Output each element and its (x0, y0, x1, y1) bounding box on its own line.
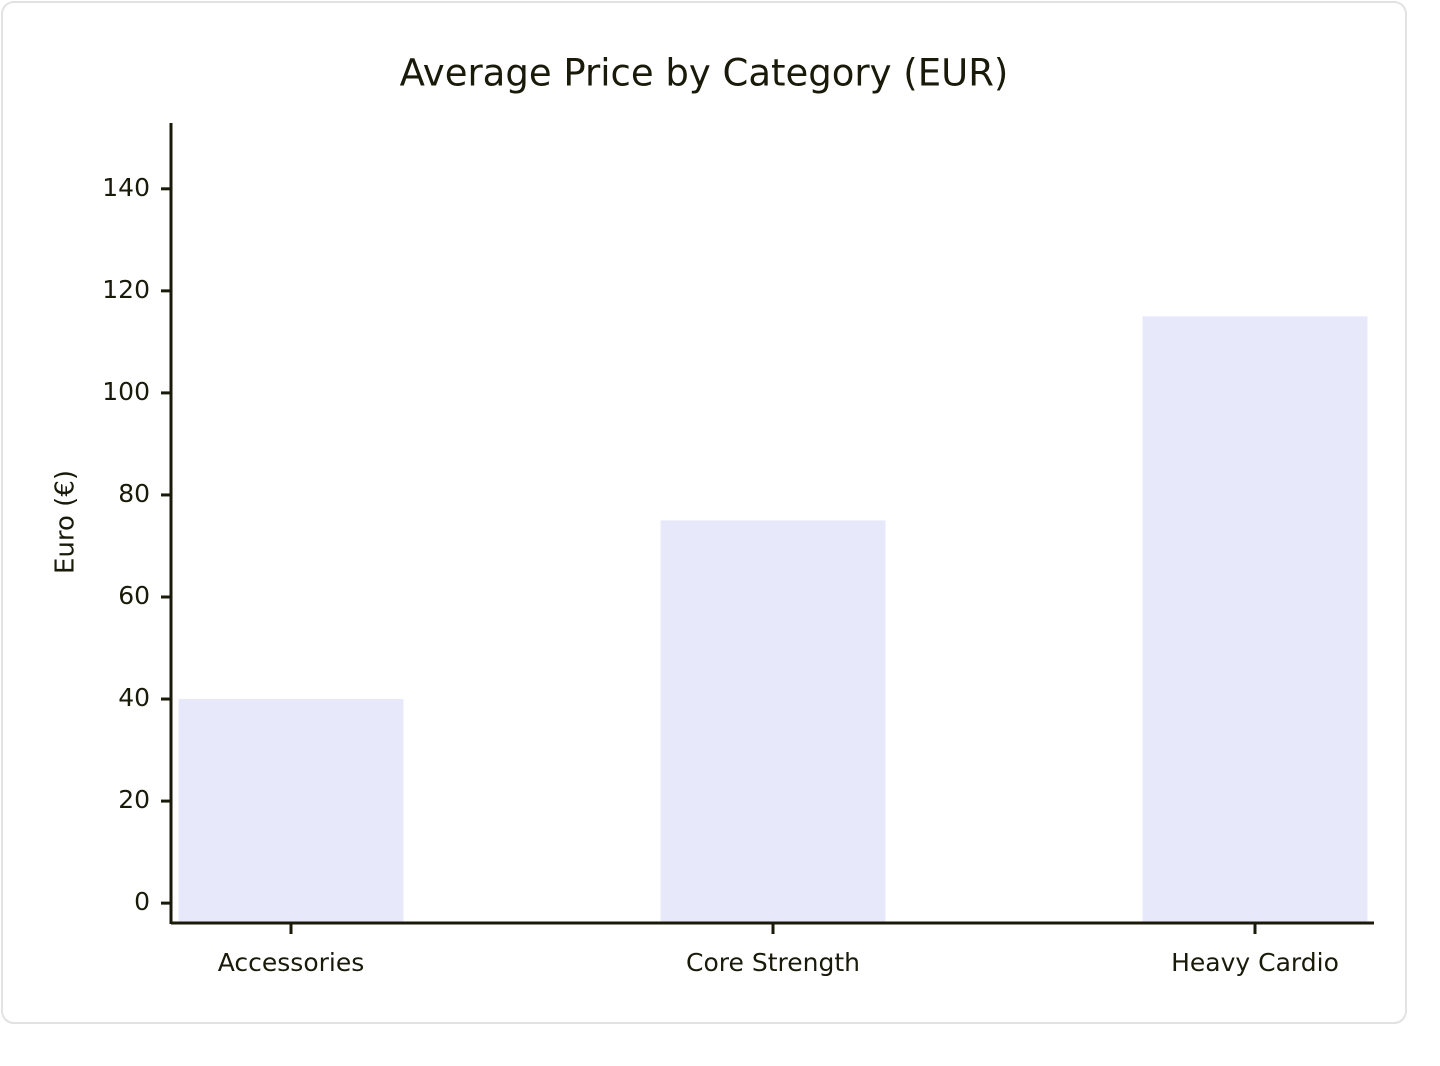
x-tick-label: Heavy Cardio (1171, 948, 1339, 977)
bar (1142, 316, 1368, 922)
y-tick-label: 100 (102, 377, 150, 406)
y-tick-label: 0 (134, 887, 150, 916)
x-tick-label: Accessories (218, 948, 365, 977)
y-tick-label: 120 (102, 275, 150, 304)
y-tick-label: 40 (118, 683, 150, 712)
x-tick-label: Core Strength (686, 948, 860, 977)
y-tick-label: 140 (102, 173, 150, 202)
chart-title: Average Price by Category (EUR) (400, 52, 1009, 95)
bar (660, 520, 886, 922)
bar (178, 699, 404, 922)
y-tick-label: 80 (118, 479, 150, 508)
y-tick-label: 60 (118, 581, 150, 610)
y-axis-label: Euro (€) (51, 470, 81, 574)
y-tick-label: 20 (118, 785, 150, 814)
